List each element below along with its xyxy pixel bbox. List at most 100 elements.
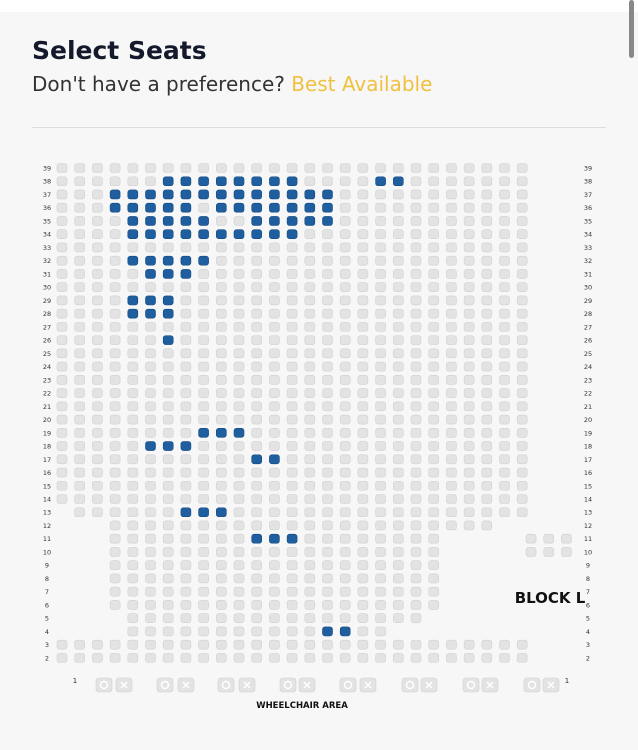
seat-available[interactable]	[233, 427, 245, 438]
seat-available[interactable]	[286, 202, 298, 213]
seat-available[interactable]	[162, 202, 174, 213]
seat-available[interactable]	[145, 216, 156, 226]
seat-available[interactable]	[162, 216, 174, 226]
seat-available[interactable]	[251, 202, 262, 213]
seat-available[interactable]	[145, 229, 156, 239]
seat-available[interactable]	[269, 216, 280, 226]
seat-available[interactable]	[145, 295, 156, 306]
seat-available[interactable]	[233, 202, 245, 213]
seat-available[interactable]	[180, 202, 192, 213]
seat-available[interactable]	[216, 229, 227, 239]
seat-available[interactable]	[180, 189, 192, 200]
seat-unavailable	[410, 322, 422, 332]
seat-unavailable	[216, 520, 227, 531]
seat-available[interactable]	[180, 507, 192, 518]
seat-available[interactable]	[251, 189, 262, 200]
seat-available[interactable]	[109, 202, 121, 213]
seat-unavailable	[109, 494, 121, 504]
seat-available[interactable]	[322, 626, 333, 637]
seat-unavailable	[162, 322, 174, 332]
row-label: 20	[584, 416, 592, 424]
seat-available[interactable]	[322, 189, 333, 200]
seat-available[interactable]	[198, 507, 209, 518]
seat-available[interactable]	[109, 189, 121, 200]
seat-available[interactable]	[216, 176, 227, 187]
seat-available[interactable]	[180, 269, 192, 279]
seat-available[interactable]	[233, 189, 245, 200]
seat-available[interactable]	[145, 308, 156, 319]
seat-available[interactable]	[198, 427, 209, 438]
seat-available[interactable]	[251, 229, 262, 239]
seat-available[interactable]	[216, 427, 227, 438]
seat-available[interactable]	[180, 176, 192, 187]
seat-available[interactable]	[180, 255, 192, 266]
seat-available[interactable]	[198, 176, 209, 187]
seat-available[interactable]	[304, 202, 316, 213]
seat-available[interactable]	[251, 454, 262, 465]
seat-available[interactable]	[339, 626, 351, 637]
seat-unavailable	[56, 255, 68, 266]
seat-available[interactable]	[162, 189, 174, 200]
seat-available[interactable]	[375, 176, 386, 187]
seat-unavailable	[92, 454, 103, 465]
seat-available[interactable]	[286, 229, 298, 239]
seat-available[interactable]	[180, 441, 192, 451]
seat-available[interactable]	[251, 533, 262, 544]
seat-available[interactable]	[180, 216, 192, 226]
seat-available[interactable]	[216, 202, 227, 213]
seat-available[interactable]	[198, 229, 209, 239]
seat-available[interactable]	[145, 189, 156, 200]
seat-available[interactable]	[198, 216, 209, 226]
seat-available[interactable]	[216, 507, 227, 518]
seat-available[interactable]	[127, 189, 139, 200]
seat-available[interactable]	[162, 295, 174, 306]
seat-available[interactable]	[286, 189, 298, 200]
seat-available[interactable]	[233, 176, 245, 187]
seat-available[interactable]	[145, 441, 156, 451]
seat-available[interactable]	[304, 189, 316, 200]
seat-available[interactable]	[162, 441, 174, 451]
seat-unavailable	[180, 163, 192, 173]
seat-unavailable	[162, 533, 174, 544]
seat-unavailable	[392, 361, 404, 372]
seat-available[interactable]	[304, 216, 316, 226]
seat-available[interactable]	[127, 216, 139, 226]
seat-available[interactable]	[162, 176, 174, 187]
seat-available[interactable]	[322, 216, 333, 226]
seat-available[interactable]	[145, 202, 156, 213]
seat-available[interactable]	[198, 189, 209, 200]
seat-available[interactable]	[127, 229, 139, 239]
seat-available[interactable]	[322, 202, 333, 213]
seat-available[interactable]	[269, 229, 280, 239]
seat-available[interactable]	[286, 176, 298, 187]
seat-available[interactable]	[180, 229, 192, 239]
seat-available[interactable]	[127, 295, 139, 306]
seat-available[interactable]	[269, 176, 280, 187]
seat-available[interactable]	[286, 216, 298, 226]
seat-available[interactable]	[198, 255, 209, 266]
seat-available[interactable]	[216, 189, 227, 200]
best-available-link[interactable]: Best Available	[291, 72, 433, 96]
seat-available[interactable]	[162, 308, 174, 319]
seat-available[interactable]	[162, 255, 174, 266]
seat-available[interactable]	[269, 189, 280, 200]
seat-unavailable	[463, 388, 475, 398]
seat-available[interactable]	[162, 269, 174, 279]
seat-available[interactable]	[392, 176, 404, 187]
seat-unavailable	[127, 176, 139, 187]
seat-available[interactable]	[269, 202, 280, 213]
seat-available[interactable]	[269, 533, 280, 544]
seat-available[interactable]	[251, 176, 262, 187]
seat-available[interactable]	[145, 269, 156, 279]
seat-available[interactable]	[286, 533, 298, 544]
seat-available[interactable]	[127, 255, 139, 266]
seat-available[interactable]	[162, 229, 174, 239]
seat-available[interactable]	[233, 229, 245, 239]
seat-available[interactable]	[162, 335, 174, 345]
seat-available[interactable]	[269, 454, 280, 465]
seat-available[interactable]	[127, 308, 139, 319]
seat-available[interactable]	[127, 202, 139, 213]
seat-available[interactable]	[251, 216, 262, 226]
seat-available[interactable]	[145, 255, 156, 266]
scrollbar[interactable]	[629, 0, 634, 58]
